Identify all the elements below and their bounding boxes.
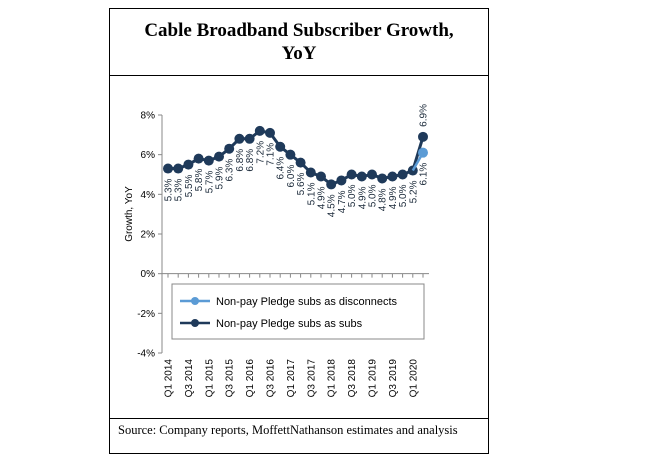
legend-label: Non-pay Pledge subs as subs bbox=[216, 318, 363, 330]
y-tick-label: 6% bbox=[141, 150, 156, 161]
x-tick-label: Q1 2019 bbox=[368, 359, 379, 398]
data-label: 5.5% bbox=[184, 174, 195, 197]
y-axis: 8% 6% 4% 2% 0% -2% -4% bbox=[137, 111, 163, 360]
data-point bbox=[163, 163, 173, 174]
data-label: 5.0% bbox=[368, 184, 379, 207]
x-tick-label: Q3 2017 bbox=[306, 359, 317, 398]
x-tick-label: Q3 2016 bbox=[266, 359, 277, 398]
legend-swatch-marker bbox=[191, 297, 199, 305]
legend-label: Non-pay Pledge subs as disconnects bbox=[216, 296, 397, 308]
data-point bbox=[418, 147, 428, 158]
y-tick-label: 4% bbox=[141, 190, 156, 201]
source-note: Source: Company reports, MoffettNathanso… bbox=[118, 423, 458, 437]
data-label: 4.9% bbox=[357, 186, 368, 209]
data-point bbox=[356, 171, 367, 182]
data-point bbox=[316, 171, 326, 182]
data-point bbox=[173, 163, 184, 174]
data-point bbox=[244, 133, 255, 144]
x-axis: Q1 2014 Q3 2014 Q1 2015 Q3 2015 Q1 2016 Q3 20… bbox=[162, 273, 429, 398]
data-label: 4.9% bbox=[388, 186, 399, 209]
data-label: 4.7% bbox=[337, 190, 348, 213]
data-point bbox=[193, 153, 204, 164]
data-point bbox=[336, 175, 347, 186]
data-label: 5.1% bbox=[306, 182, 317, 205]
x-tick-label: Q3 2015 bbox=[225, 359, 236, 398]
data-label: 7.1% bbox=[266, 143, 277, 166]
x-tick-label: Q3 2018 bbox=[347, 359, 358, 398]
data-label: 6.1% bbox=[419, 163, 430, 186]
data-point bbox=[285, 149, 296, 160]
data-label: 5.7% bbox=[204, 171, 215, 194]
data-label: 5.0% bbox=[398, 184, 409, 207]
data-label: 7.2% bbox=[255, 141, 266, 164]
data-label: 6.8% bbox=[245, 149, 256, 172]
y-axis-title: Growth, YoY bbox=[124, 186, 135, 242]
data-point bbox=[275, 141, 286, 152]
data-point bbox=[418, 131, 428, 142]
data-label: 6.8% bbox=[235, 149, 246, 172]
chart-title: Cable Broadband Subscriber Growth, YoY bbox=[144, 20, 454, 64]
series-layer bbox=[163, 125, 428, 190]
data-label: 5.2% bbox=[408, 180, 419, 203]
data-label: 6.3% bbox=[225, 159, 236, 182]
data-point bbox=[387, 171, 398, 182]
data-label: 5.6% bbox=[296, 172, 307, 195]
x-tick-label: Q1 2020 bbox=[408, 359, 419, 398]
source-box: Source: Company reports, MoffettNathanso… bbox=[110, 418, 488, 455]
x-tick-label: Q1 2016 bbox=[245, 359, 256, 398]
y-tick-label: 2% bbox=[141, 230, 156, 241]
data-point bbox=[265, 127, 275, 138]
data-label: 4.5% bbox=[327, 194, 338, 217]
y-tick-label: 8% bbox=[141, 111, 156, 122]
data-label: 4.8% bbox=[378, 188, 389, 211]
legend-swatch-marker bbox=[191, 319, 199, 327]
legend-box bbox=[171, 283, 425, 340]
x-tick-label: Q3 2019 bbox=[388, 359, 399, 398]
data-label: 6.4% bbox=[276, 157, 287, 180]
data-label: 5.0% bbox=[347, 184, 358, 207]
data-label: 6.9% bbox=[419, 104, 430, 127]
data-point bbox=[295, 157, 306, 168]
data-label: 5.9% bbox=[215, 167, 226, 190]
x-tick-label: Q1 2015 bbox=[204, 359, 215, 398]
data-label: 5.3% bbox=[174, 178, 185, 201]
y-tick-label: 0% bbox=[141, 269, 156, 280]
title-box: Cable Broadband Subscriber Growth, YoY bbox=[110, 9, 488, 76]
x-tick-label: Q3 2014 bbox=[184, 359, 195, 398]
data-point bbox=[377, 173, 388, 184]
y-tick-label: -2% bbox=[137, 309, 155, 320]
legend: Non-pay Pledge subs as disconnects Non-pa… bbox=[171, 283, 425, 340]
data-point bbox=[397, 169, 408, 180]
x-tick-label: Q1 2018 bbox=[327, 359, 338, 398]
data-point bbox=[326, 179, 337, 190]
data-point bbox=[346, 169, 357, 180]
data-label: 5.3% bbox=[164, 178, 175, 201]
x-tick-label: Q1 2017 bbox=[286, 359, 297, 398]
data-point bbox=[254, 125, 265, 136]
data-label: 5.8% bbox=[194, 169, 205, 192]
data-point bbox=[305, 167, 316, 178]
data-label: 4.9% bbox=[317, 186, 328, 209]
data-point bbox=[203, 155, 214, 166]
y-tick-label: -4% bbox=[137, 349, 155, 360]
chart-frame: Cable Broadband Subscriber Growth, YoY 8… bbox=[109, 8, 489, 454]
data-point bbox=[367, 169, 377, 180]
data-point bbox=[214, 151, 224, 162]
data-labels-layer: 6.1%5.3% 5.3% 5.5% 5.8% 5.7% 5.9% 6.3% 6.8% 6.8%… bbox=[164, 104, 430, 217]
data-point bbox=[224, 143, 235, 154]
x-tick-label: Q1 2014 bbox=[164, 359, 175, 398]
data-point bbox=[183, 159, 194, 170]
data-point bbox=[234, 133, 245, 144]
data-label: 6.0% bbox=[286, 165, 297, 188]
line-chart: 8% 6% 4% 2% 0% -2% -4% Q1 2014 Q3 2014 Q1 2015 Q3… bbox=[124, 104, 430, 398]
